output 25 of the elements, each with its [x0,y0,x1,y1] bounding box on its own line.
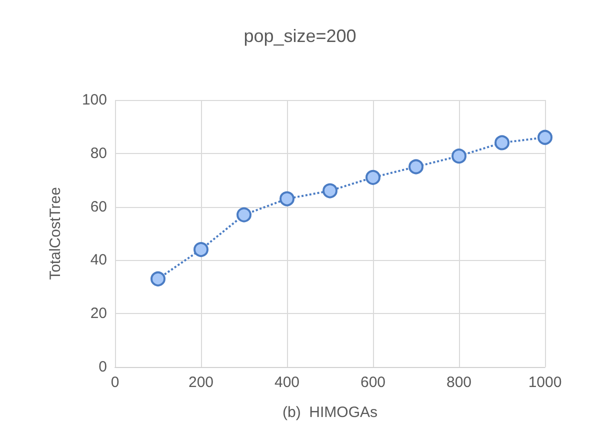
point [452,148,466,164]
point [194,242,208,258]
point [236,207,252,222]
x-tick-label: 400 [274,374,300,391]
point [538,130,552,145]
y-axis-title: TotalCostTree [47,187,64,280]
x-tick-label: 800 [446,374,472,391]
point [366,170,380,185]
point [280,191,294,206]
x-tick-label: 1000 [528,374,562,391]
y-tick-label: 20 [90,305,107,322]
y-tick-label: 60 [90,198,107,216]
x-axis-title: (b) HIMOGAs [282,404,378,421]
x-tick-label: 0 [110,374,120,391]
x-tick-label: 600 [360,374,386,391]
point [150,271,166,286]
y-tick-label: 80 [90,144,107,162]
x-tick-label: 200 [188,374,214,391]
y-tick-label: 40 [90,252,107,269]
point [408,159,424,174]
chart-title: pop_size=200 [244,26,356,46]
y-tick-label: 100 [82,92,107,108]
point [494,135,510,150]
point [322,183,338,198]
y-tick-label: 0 [98,358,107,376]
